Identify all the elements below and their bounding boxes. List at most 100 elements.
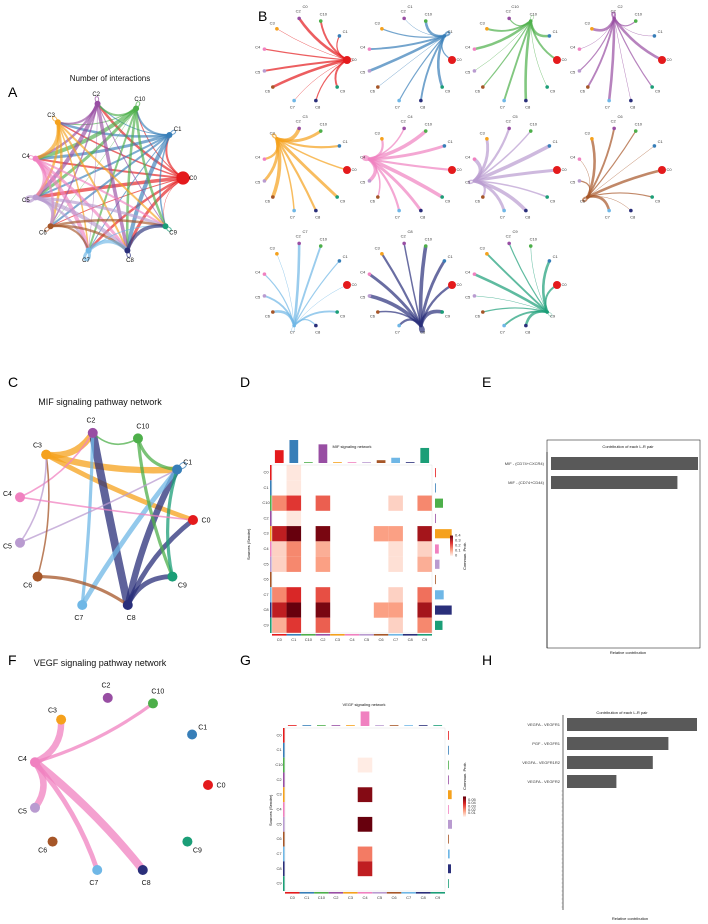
panel-b-node <box>553 56 561 64</box>
panel-c-node-c4 <box>14 492 25 503</box>
heatmap-cell <box>272 602 287 618</box>
panel-b-edge <box>275 137 339 199</box>
panel-b-node-label: C10 <box>425 12 433 17</box>
col-color-bar <box>359 634 374 636</box>
edge-c <box>124 468 180 606</box>
col-label: C5 <box>364 637 370 642</box>
panel-b-self-loop <box>582 196 589 203</box>
edge-c <box>136 438 174 578</box>
heatmap-frame <box>271 464 433 634</box>
panel-b-node <box>397 208 401 213</box>
row-sum-bar <box>435 529 452 539</box>
col-label: C0 <box>290 895 296 900</box>
panel-b-self-loop <box>611 11 616 20</box>
panel-b-node <box>472 294 477 298</box>
panel-a-node-label: C9 <box>169 231 177 237</box>
panel-b-node <box>629 208 633 213</box>
col-color-bar <box>401 892 416 894</box>
panel-b-node-label: C9 <box>340 88 346 93</box>
row-label: C7 <box>276 851 282 856</box>
col-sum-bar <box>302 725 312 726</box>
col-color-bar <box>417 634 432 636</box>
col-color-bar <box>373 634 389 636</box>
row-sum-bar <box>448 849 450 859</box>
panel-b-edge <box>276 127 301 143</box>
edge-c <box>136 437 178 472</box>
panel-c-node-c8 <box>122 600 133 611</box>
col-sum-bar <box>420 447 430 463</box>
heatmap-cell <box>373 602 389 618</box>
panel-b-edge <box>436 35 446 88</box>
col-sum-bar <box>347 462 357 463</box>
panel-b-node <box>318 19 323 23</box>
panel-a-node-c4 <box>32 155 39 162</box>
panel-b-node-label: C10 <box>635 122 643 127</box>
col-label: C7 <box>406 895 412 900</box>
panel-b-edge <box>486 253 548 313</box>
heatmap-cell <box>357 787 373 803</box>
row-sum-bar <box>448 775 449 785</box>
heatmap-cell <box>272 587 287 603</box>
colorbar-tick: 0.04 <box>468 800 477 805</box>
colorbar-segment <box>463 798 466 800</box>
panel-b-node-label: C2 <box>296 118 302 123</box>
colorbar-segment <box>450 541 453 543</box>
panel-b-node-label: C3 <box>270 246 276 251</box>
panel-g-label: G <box>240 652 251 668</box>
panel-b-edge <box>530 21 548 88</box>
row-label: C8 <box>263 607 269 612</box>
col-label: C1 <box>291 637 297 642</box>
panel-b-node <box>547 259 552 263</box>
panel-b-node-label: C4 <box>570 154 576 159</box>
panel-c-node-c0 <box>188 515 198 525</box>
row-sum-bar <box>448 805 449 814</box>
panel-b-edge <box>473 144 551 183</box>
panel-b-node-label: C7 <box>395 104 401 109</box>
panel-b-node <box>507 126 511 131</box>
row-label: C10 <box>275 762 283 767</box>
panel-b-node-label: C1 <box>553 254 559 259</box>
row-color-bar <box>270 495 272 511</box>
contribution-bar <box>567 775 617 788</box>
row-color-bar <box>270 571 272 588</box>
row-label: C0 <box>263 470 269 475</box>
row-label: C8 <box>276 866 282 871</box>
col-color-bar <box>314 892 329 894</box>
panel-b-edge <box>381 28 445 38</box>
panel-b-node <box>481 85 485 89</box>
panel-b-node <box>419 98 423 103</box>
panel-a-node-c2 <box>94 100 101 107</box>
panel-b-node-label: C3 <box>375 131 381 136</box>
colorbar-segment <box>463 796 466 798</box>
panel-f-node-label: C6 <box>38 847 47 854</box>
panel-b-self-loop <box>467 179 475 185</box>
colorbar-segment <box>463 813 466 815</box>
panel-b-edge <box>368 157 444 199</box>
panel-c-node-c1 <box>172 464 183 475</box>
panel-b-node <box>472 179 477 183</box>
row-label: C0 <box>276 732 282 737</box>
row-sum-bar <box>448 834 449 844</box>
row-color-bar <box>283 846 285 862</box>
colorbar-segment <box>463 815 466 817</box>
colorbar-tick: 0.03 <box>468 803 477 808</box>
panel-b-subplot-title: C8 <box>407 229 413 234</box>
row-color-bar <box>270 465 272 481</box>
panel-b-node-label: C7 <box>395 329 401 334</box>
panel-b-edge <box>613 18 637 27</box>
panel-b-node-label: C7 <box>290 329 296 334</box>
edge-a <box>125 133 172 251</box>
panel-b-node <box>650 85 654 89</box>
panel-b-edge <box>529 20 558 61</box>
panel-b-edge <box>482 20 532 88</box>
col-sum-bar <box>375 725 384 726</box>
panel-b-node <box>440 310 444 314</box>
panel-b-self-loop <box>443 31 451 37</box>
panel-b-edge <box>418 245 428 326</box>
panel-b-edge <box>334 59 348 88</box>
panel-a-node-label: C2 <box>92 92 100 98</box>
col-color-bar <box>372 892 387 894</box>
col-label: C10 <box>305 637 313 642</box>
